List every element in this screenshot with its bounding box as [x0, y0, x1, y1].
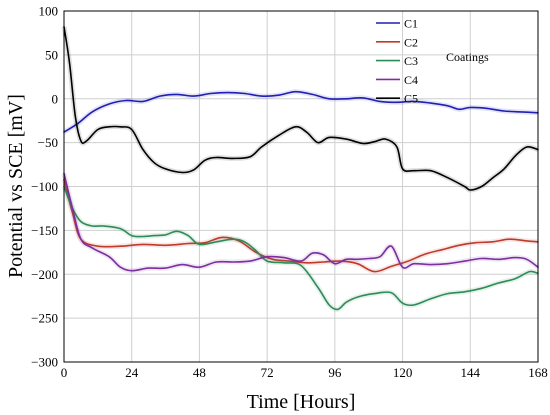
legend-note: Coatings: [446, 50, 489, 64]
x-tick-label: 120: [393, 365, 413, 380]
y-tick-label: −150: [31, 223, 58, 238]
series-lines: [61, 26, 540, 312]
series-line-c2-halo: [61, 178, 539, 275]
series-line-c5: [63, 26, 539, 191]
y-tick-label: −300: [31, 355, 58, 370]
series-line-c2: [63, 178, 539, 273]
y-tick-label: 50: [45, 47, 58, 62]
legend-label-c1: C1: [404, 17, 418, 31]
y-tick-label: −100: [31, 179, 58, 194]
y-tick-label: −250: [31, 311, 58, 326]
x-tick-label: 168: [528, 365, 548, 380]
x-tick-label: 72: [261, 365, 274, 380]
x-tick-label: 96: [328, 365, 342, 380]
x-axis-label: Time [Hours]: [247, 391, 356, 413]
series-line-c3: [63, 185, 539, 311]
y-tick-label: 100: [39, 4, 59, 19]
y-tick-label: −200: [31, 267, 58, 282]
y-tick-label: 0: [52, 91, 59, 106]
legend-label-c4: C4: [404, 73, 418, 87]
y-axis-label: Potential vs SCE [mV]: [5, 94, 27, 278]
y-tick-label: −50: [38, 135, 58, 150]
series-line-c1: [63, 90, 539, 133]
legend-label-c2: C2: [404, 35, 418, 49]
x-tick-label: 48: [193, 365, 206, 380]
x-tick-label: 24: [125, 365, 139, 380]
plot-frame: [63, 10, 539, 363]
legend: C1 C2 C3 C4 C5 Coatings: [376, 17, 489, 106]
legend-label-c3: C3: [404, 54, 418, 68]
x-tick-label: 144: [461, 365, 481, 380]
x-axis-ticks: 0 24 48 72 96 120 144 168: [61, 365, 548, 380]
x-tick-label: 0: [61, 365, 68, 380]
series-line-c4: [63, 172, 539, 272]
legend-label-c5: C5: [404, 92, 418, 106]
y-axis-ticks: 100 50 0 −50 −100 −150 −200 −250 −300: [31, 4, 58, 370]
